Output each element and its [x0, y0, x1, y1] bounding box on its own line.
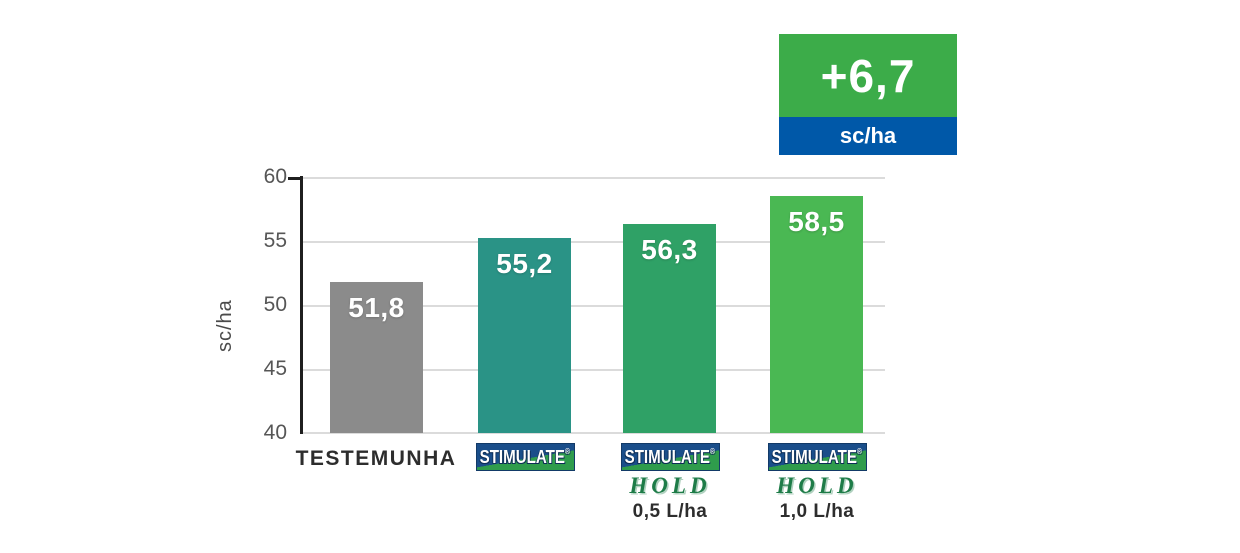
y-tick-label-50: 50 [263, 293, 287, 316]
y-tick-label-45: 45 [263, 357, 287, 380]
stimulate-logo: STIMULATE® [475, 443, 575, 471]
registered-mark-icon: ® [710, 446, 716, 456]
stimulate-logo-text: STIMULATE® [771, 446, 863, 467]
y-axis-title: sc/ha [214, 299, 236, 352]
dose-label: 0,5 L/ha [632, 501, 708, 522]
x-label-stimulate-hold-10: STIMULATE® HOLD 1,0 L/ha [727, 443, 907, 523]
stimulate-logo-text: STIMULATE® [479, 446, 571, 467]
stimulate-logo-text: STIMULATE® [624, 446, 716, 467]
gridline [302, 177, 885, 179]
y-axis-tick [288, 177, 300, 180]
y-tick-label-40: 40 [263, 421, 287, 444]
y-tick-label-60: 60 [263, 165, 287, 188]
category-label: TESTEMUNHA [295, 447, 457, 470]
plot-area: 51,8 55,2 56,3 58,5 TESTEMUNHA STIMULATE… [288, 176, 885, 522]
x-label-stimulate: STIMULATE® [435, 443, 615, 471]
hold-logo-text: HOLD [629, 473, 711, 498]
registered-mark-icon: ® [857, 446, 863, 456]
dose-label: 1,0 L/ha [779, 501, 855, 522]
gridline [302, 432, 885, 434]
gain-callout-badge: +6,7 sc/ha [779, 34, 957, 155]
bar-value-label: 58,5 [788, 206, 845, 237]
bar-stimulate-hold-10: 58,5 [770, 196, 863, 433]
hold-logo-text: HOLD [776, 473, 858, 498]
bar-stimulate: 55,2 [478, 238, 571, 433]
stimulate-logo: STIMULATE® [767, 443, 867, 471]
stimulate-logo: STIMULATE® [620, 443, 720, 471]
y-tick-label-55: 55 [263, 229, 287, 252]
gain-callout-value: +6,7 [779, 34, 957, 117]
gridline [302, 369, 885, 371]
gridline [302, 241, 885, 243]
bar-testemunha: 51,8 [330, 282, 423, 433]
x-label-stimulate-hold-05: STIMULATE® HOLD 0,5 L/ha [580, 443, 760, 523]
gridline [302, 305, 885, 307]
x-label-testemunha: TESTEMUNHA [286, 443, 466, 471]
y-axis-line [300, 176, 303, 434]
gain-callout-unit: sc/ha [779, 117, 957, 155]
bar-value-label: 55,2 [496, 248, 553, 279]
bar-value-label: 51,8 [348, 292, 405, 323]
bar-stimulate-hold-05: 56,3 [623, 224, 716, 433]
bar-value-label: 56,3 [641, 234, 698, 265]
registered-mark-icon: ® [565, 446, 571, 456]
